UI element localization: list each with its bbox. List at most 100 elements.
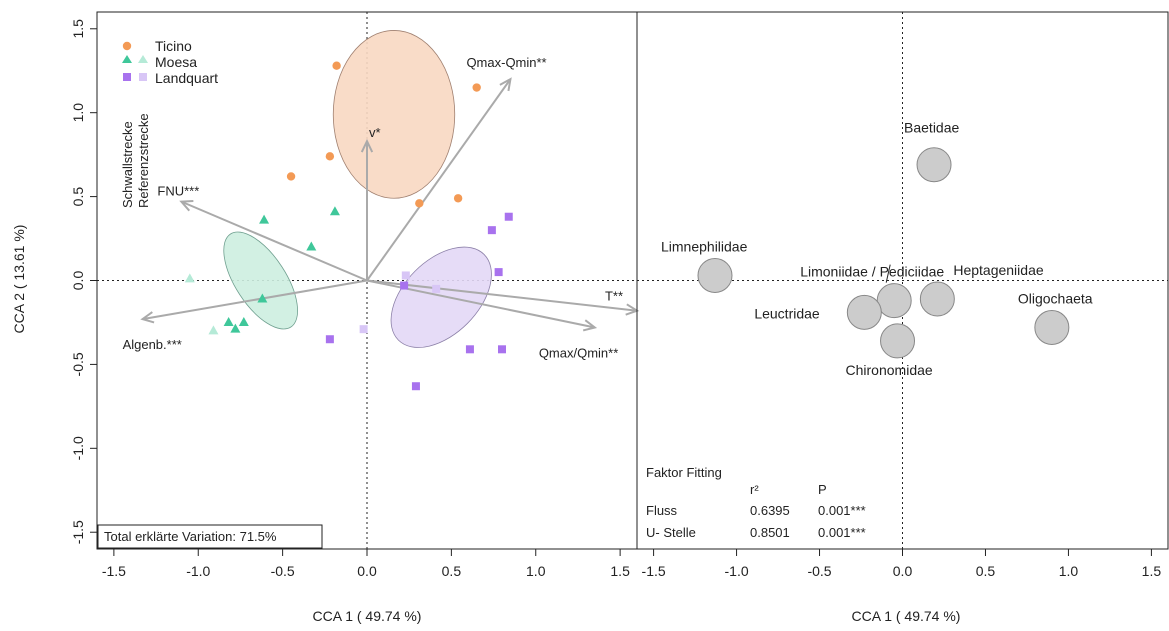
legend-marker-moesa-light	[138, 55, 148, 63]
site-points	[184, 61, 513, 391]
site-point-landquart-8	[325, 335, 334, 344]
y-tick-label-0-5: 0.5	[70, 187, 86, 207]
taxon-point-baetidae	[916, 147, 952, 183]
site-point-ticino-5	[415, 199, 424, 208]
vector-label-qmax-qmin: Qmax-Qmin**	[466, 55, 546, 70]
left-x-tick-label-0-5: -0.5	[271, 563, 295, 579]
site-point-ticino-3	[325, 152, 335, 161]
site-point-landquart-2	[487, 226, 496, 235]
right-x-tick-label-0-0: 0.0	[893, 563, 913, 579]
axes: -1.5 -1.0 -0.5 0.0 0.5 1.0 1.5-1.5-1.0-0.50.00…	[70, 19, 1161, 579]
taxon-label-limnephilidae: Limnephilidae	[661, 238, 748, 254]
taxon-label-leuctridae: Leuctridae	[754, 305, 820, 321]
taxon-point-leuctridae	[846, 294, 882, 330]
table-row-fluss-r2: 0.6395	[750, 503, 790, 518]
taxon-label-limoniidae-pediciidae: Limoniidae / Pediciidae	[800, 264, 944, 280]
table-header-r2: r²	[750, 482, 759, 497]
left-x-tick-label-0-0: 0.0	[357, 563, 377, 579]
vector-qmax-qmin-arrowhead	[499, 77, 512, 92]
taxa-points: Baetidae Limnephilidae Limoniidae / Pedici…	[661, 120, 1093, 378]
left-x-axis-label: CCA 1 ( 49.74 %)	[313, 608, 422, 624]
taxon-point-heptageniidae	[919, 281, 955, 317]
right-x-tick-label-0-5: 0.5	[976, 563, 996, 579]
legend-label-landquart: Landquart	[155, 70, 218, 86]
site-point-landquart-3	[494, 268, 503, 277]
site-point-ticino-4	[286, 172, 296, 181]
vector-qmax-qmin-arrowhead	[582, 319, 598, 332]
right-x-axis-label: CCA 1 ( 49.74 %)	[852, 608, 961, 624]
left-x-tick-label-1-5: 1.5	[610, 563, 630, 579]
site-point-landquart-1	[504, 212, 513, 221]
legend-marker-landquart-light	[139, 73, 147, 81]
taxon-label-oligochaeta: Oligochaeta	[1018, 290, 1093, 306]
vector-label-algenb: Algenb.***	[123, 337, 182, 352]
site-point-landquart-9	[465, 345, 474, 354]
left-x-tick-label-1-5: -1.5	[102, 563, 126, 579]
site-point-moesa-8	[184, 273, 195, 283]
site-point-landquart-6	[432, 284, 441, 293]
site-point-moesa-1	[259, 214, 270, 224]
variation-annotation: Total erklärte Variation: 71.5%	[97, 524, 323, 549]
ellipse-ticino	[332, 30, 456, 199]
vector-label-v: v*	[369, 125, 381, 140]
site-point-landquart-5	[401, 271, 410, 280]
vector-fnu-arrowhead	[179, 200, 194, 212]
site-point-moesa-3	[306, 241, 317, 251]
taxon-label-chironomidae: Chironomidae	[846, 362, 933, 378]
right-x-tick-label-1-0: -1.0	[725, 563, 749, 579]
vector-label-fnu: FNU***	[157, 184, 199, 199]
variation-annotation-box	[97, 524, 323, 549]
site-point-moesa-2	[329, 206, 340, 216]
taxon-point-oligochaeta	[1034, 309, 1070, 345]
variation-annotation-text: Total erklärte Variation: 71.5%	[104, 529, 277, 544]
right-x-tick-label-1-5: 1.5	[1142, 563, 1162, 579]
taxon-point-limoniidae-pediciidae	[876, 283, 912, 319]
site-point-moesa-5	[238, 316, 249, 326]
vector-v-arrowhead	[360, 138, 374, 153]
right-panel-frame	[636, 11, 1169, 550]
table-row-fluss-p: 0.001***	[818, 503, 866, 518]
left-x-tick-label-1-0: -1.0	[186, 563, 210, 579]
legend-column-title-referenzstrecke: Referenzstrecke	[136, 113, 151, 208]
taxon-label-baetidae: Baetidae	[904, 120, 959, 136]
taxon-label-heptageniidae: Heptageniidae	[953, 262, 1044, 278]
factor-fitting-title: Faktor Fitting	[646, 465, 722, 480]
factor-fitting-table: Faktor Fitting r² P Fluss 0.6395 0.001**…	[646, 465, 866, 540]
table-row-ustelle-r2: 0.8501	[750, 525, 790, 540]
vector-t-shaft	[366, 279, 638, 312]
legend-label-moesa: Moesa	[155, 54, 197, 70]
y-tick-label-1-5: 1.5	[70, 19, 86, 39]
ellipse-landquart	[390, 246, 492, 348]
y-axis-label: CCA 2 ( 13.61 %)	[11, 225, 27, 334]
table-row-ustelle-p: 0.001***	[818, 525, 866, 540]
site-point-moesa-4	[257, 293, 268, 303]
environment-vectors: Qmax-Qmin** v* FNU*** Algenb.*** T** Qmax/Qmi…	[123, 55, 640, 360]
right-x-tick-label-0-5: -0.5	[807, 563, 831, 579]
table-header-p: P	[818, 482, 827, 497]
taxon-point-limnephilidae	[697, 257, 733, 293]
legend-marker-moesa	[122, 55, 132, 63]
legend-column-title-schwallstrecke: Schwallstrecke	[120, 121, 135, 208]
taxon-point-chironomidae	[880, 323, 916, 359]
site-point-moesa-7	[223, 316, 234, 326]
site-point-ticino-1	[332, 61, 341, 70]
vector-label-qmax-qmin: Qmax/Qmin**	[539, 345, 618, 360]
table-row-ustelle-label: U- Stelle	[646, 525, 696, 540]
y-tick-label-1-5: -1.5	[70, 520, 86, 544]
site-point-ticino-2	[472, 83, 481, 92]
legend-marker-ticino	[122, 41, 132, 51]
legend-label-ticino: Ticino	[155, 38, 192, 54]
legend: Ticino Moesa Landquart Schwallstrecke Re…	[120, 38, 218, 208]
y-tick-label-1-0: -1.0	[70, 436, 86, 460]
y-tick-label-0-0: 0.0	[70, 271, 86, 291]
site-point-ticino-6	[453, 194, 463, 203]
taxon-connector-limoniidae	[885, 264, 891, 283]
left-x-tick-label-1-0: 1.0	[526, 563, 546, 579]
site-point-landquart-10	[498, 345, 506, 354]
left-x-tick-label-0-5: 0.5	[442, 563, 462, 579]
site-point-moesa-6	[230, 323, 241, 333]
vector-algenb-shaft	[142, 279, 368, 321]
site-point-landquart-11	[411, 382, 420, 391]
right-x-tick-label-1-5: -1.5	[642, 563, 666, 579]
